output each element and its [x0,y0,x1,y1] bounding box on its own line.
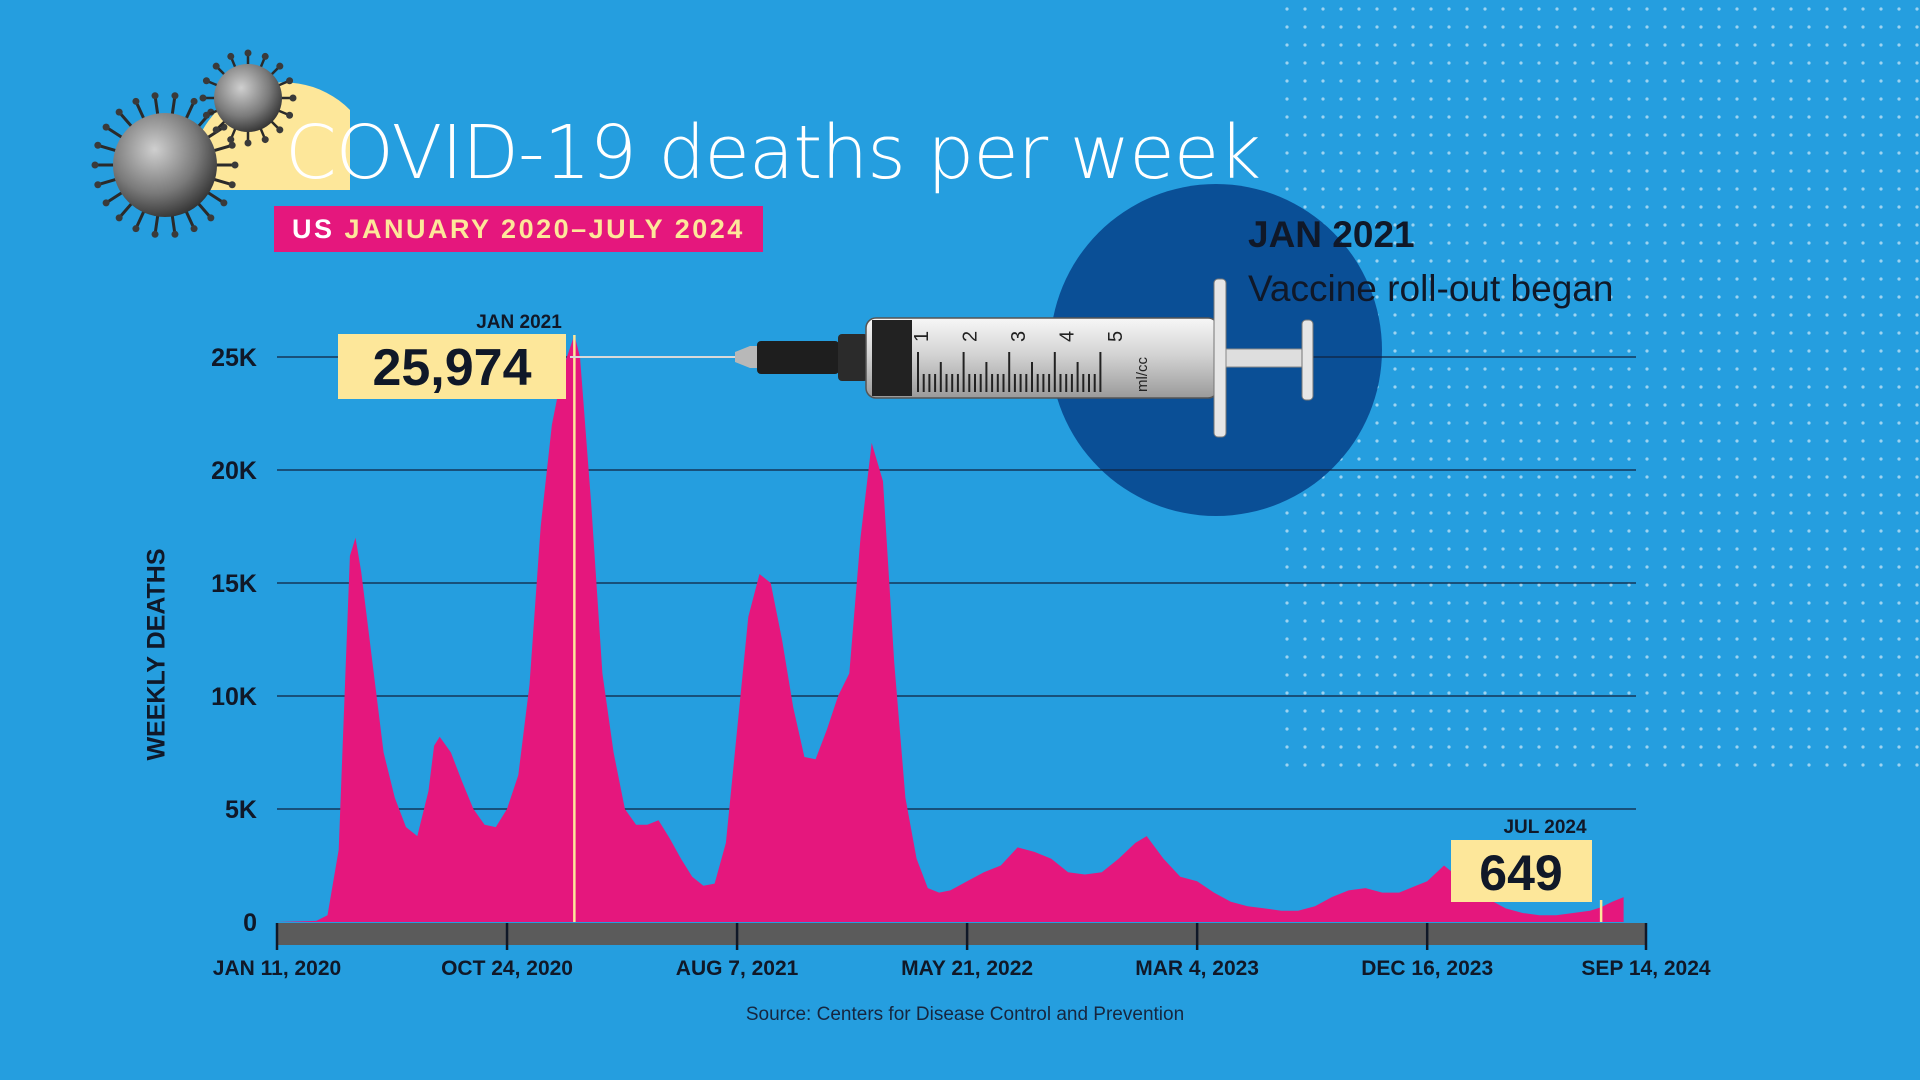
chart: JAN 11, 2020 OCT 24, 2020 AUG 7, 2021 MAY 2… [211,312,1711,980]
deaths-area [277,335,1624,922]
vaccine-annotation-heading: JAN 2021 [1248,214,1415,255]
subtitle-country: US [292,214,335,244]
page-title: COVID-19 deaths per week [285,110,1261,196]
x-tick-label: JAN 11, 2020 [213,957,341,980]
x-tick-label: MAR 4, 2023 [1135,957,1259,980]
virus-icon-small [199,49,297,147]
syringe-unit-label: ml/cc [1134,357,1151,392]
vaccine-annotation-text: Vaccine roll-out began [1248,268,1614,309]
y-tick-label: 0 [243,909,257,937]
x-tick-label: OCT 24, 2020 [441,957,573,980]
latest-date-label: JUL 2024 [1503,817,1587,838]
latest-value-label: 649 [1479,845,1562,901]
dot-pattern [1280,0,1920,780]
syringe-scale-label: 1 [911,331,933,342]
syringe-scale-label: 3 [1008,331,1030,342]
subtitle-banner: US JANUARY 2020–JULY 2024 [274,206,763,252]
subtitle-date-range: JANUARY 2020–JULY 2024 [344,214,745,244]
y-tick-label: 5K [225,796,257,824]
syringe-scale-label: 4 [1057,331,1079,342]
peak-value-label: 25,974 [372,339,531,397]
x-tick-label: DEC 16, 2023 [1361,957,1493,980]
x-tick-label: MAY 21, 2022 [901,957,1033,980]
peak-date-label: JAN 2021 [476,312,562,333]
syringe-scale-label: 2 [960,331,982,342]
peak-callout-box [338,334,566,399]
virus-icon-large [91,92,239,238]
y-tick-label: 10K [211,683,257,711]
x-tick-label: AUG 7, 2021 [676,957,799,980]
source-note: Source: Centers for Disease Control and … [745,1004,1185,1025]
latest-callout-box [1451,840,1592,902]
syringe-icon: 1 2 3 4 5 ml/cc [570,278,1314,438]
y-axis-label: WEEKLY DEATHS [142,548,171,761]
x-axis-bar [277,923,1646,945]
y-tick-label: 20K [211,457,257,485]
x-tick-label: SEP 14, 2024 [1581,957,1711,980]
y-tick-label: 25K [211,344,257,372]
syringe-scale-label: 5 [1105,331,1127,342]
y-tick-label: 15K [211,570,257,598]
